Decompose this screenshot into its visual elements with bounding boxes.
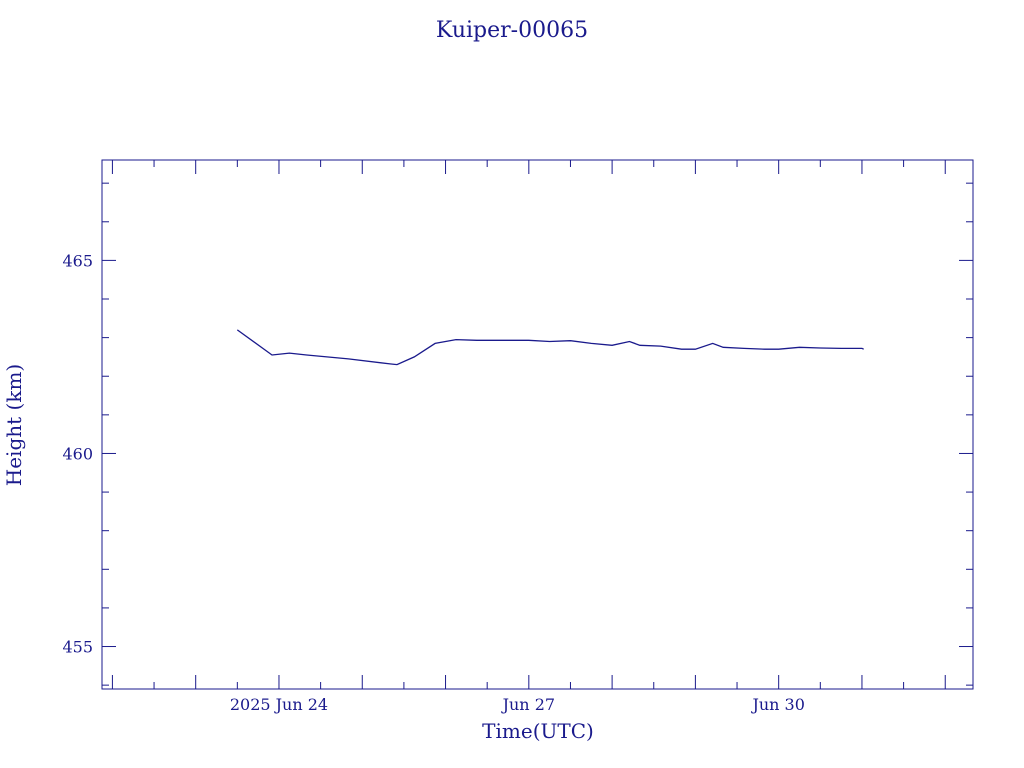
tick-marks (102, 160, 973, 689)
tick-labels: 2025 Jun 24 Jun 27 Jun 30 455 460 465 (62, 251, 804, 714)
x-tick-label: Jun 27 (501, 695, 555, 714)
y-tick-label: 455 (62, 638, 93, 657)
series-line (236, 329, 864, 366)
chart-title: Kuiper-00065 (436, 18, 588, 43)
x-tick-label: 2025 Jun 24 (230, 695, 328, 714)
y-tick-label: 460 (62, 444, 93, 463)
x-tick-label: Jun 30 (750, 695, 804, 714)
y-tick-label: 465 (62, 251, 93, 270)
y-axis-label: Height (km) (2, 364, 26, 486)
plot-frame (101, 159, 974, 690)
x-axis-label: Time(UTC) (482, 719, 594, 743)
